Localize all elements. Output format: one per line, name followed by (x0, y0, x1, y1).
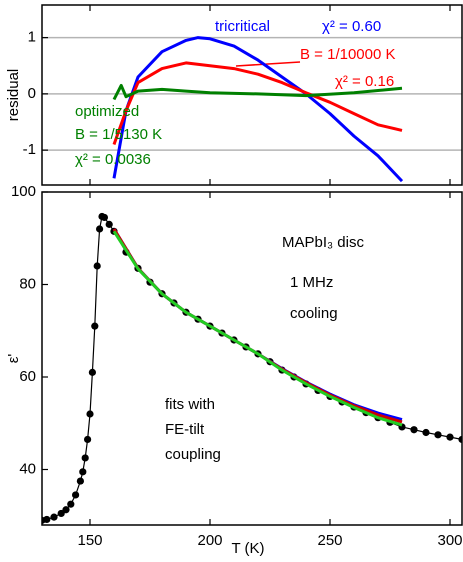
data-point (84, 435, 92, 444)
x-tick-label: 150 (77, 532, 102, 549)
annotation: cooling (290, 305, 338, 322)
data-point (434, 431, 442, 439)
y-tick-label: 80 (19, 275, 36, 292)
data-point (422, 428, 430, 437)
plot-area (42, 212, 462, 524)
annotation: 1 MHz (290, 274, 333, 291)
x-tick-label: 300 (437, 532, 462, 549)
series-line (112, 36, 404, 183)
data-point (81, 454, 89, 462)
series-line (112, 83, 403, 101)
y-axis-label: residual (5, 69, 22, 122)
annotation: χ² = 0.0036 (75, 151, 151, 168)
series-line (112, 230, 403, 427)
annotation: B = 1/5130 K (75, 126, 162, 143)
data-point (88, 368, 96, 376)
plot-area (112, 36, 404, 183)
data-point (50, 513, 58, 521)
annotation: optimized (75, 103, 139, 120)
annotation: MAPbI₃ disc (282, 234, 364, 251)
annotation: coupling (165, 446, 221, 463)
data-point (105, 220, 113, 228)
data-point (96, 225, 104, 233)
annotation: B = 1/10000 K (300, 46, 396, 63)
annotation: fits with (165, 396, 215, 413)
y-tick-label: 60 (19, 368, 36, 385)
data-point (91, 322, 99, 330)
y-tick-label: 0 (28, 85, 36, 102)
series-line (112, 61, 403, 146)
data-point (86, 410, 94, 418)
y-axis-label: ε' (5, 354, 22, 364)
plot-frame (41, 191, 463, 526)
data-point (67, 500, 75, 508)
annotation: χ² = 0.60 (322, 18, 381, 35)
data-point (72, 491, 80, 499)
annotation: tricritical (215, 18, 270, 35)
data-point (458, 435, 462, 444)
y-tick-label: 100 (11, 183, 36, 200)
plot-frame (41, 4, 463, 186)
series-line (42, 215, 462, 521)
x-tick-label: 200 (197, 532, 222, 549)
y-tick-label: -1 (23, 141, 36, 158)
x-axis-label: T (K) (231, 540, 264, 557)
data-point (93, 262, 101, 270)
data-point (410, 426, 418, 434)
annotation: FE-tilt (165, 421, 205, 438)
y-tick-label: 1 (28, 29, 36, 46)
data-point (43, 515, 51, 524)
data-point (79, 468, 87, 476)
data-point (62, 506, 70, 514)
series-line (112, 228, 403, 424)
annotation: χ² = 0.16 (335, 73, 394, 90)
y-tick-label: 40 (19, 460, 36, 477)
annotation-pointer (235, 61, 301, 67)
series-line (112, 228, 403, 422)
data-point (76, 477, 84, 485)
data-point (100, 213, 108, 222)
x-tick-label: 250 (317, 532, 342, 549)
data-point (446, 433, 454, 441)
